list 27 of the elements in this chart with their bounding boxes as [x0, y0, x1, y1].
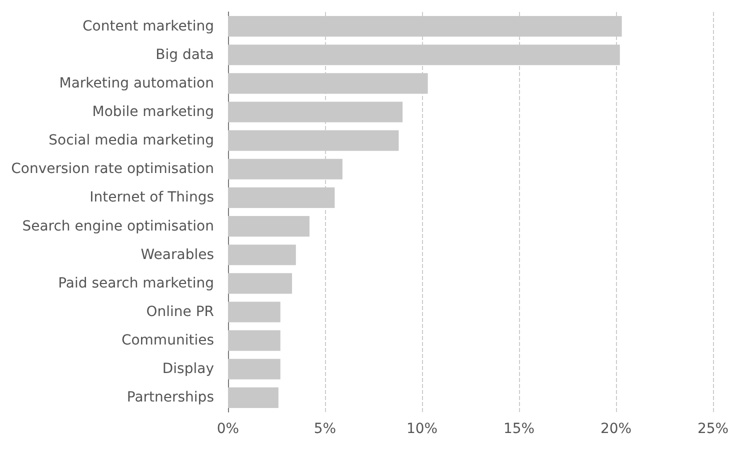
y-tick-label: Partnerships [126, 390, 214, 406]
bar [228, 358, 280, 380]
y-tick-label: Display [162, 361, 214, 378]
y-tick-label: Social media marketing [48, 132, 214, 149]
x-tick-label: 20% [600, 421, 632, 437]
y-tick-label: Wearables [140, 246, 214, 263]
y-tick-label: Search engine optimisation [22, 218, 214, 234]
y-tick-label: Mobile marketing [92, 104, 214, 120]
x-tick-label: 5% [314, 421, 336, 437]
bar [228, 216, 310, 237]
y-tick-label: Paid search marketing [58, 275, 214, 292]
y-tick-label: Online PR [146, 304, 214, 320]
x-tick-label: 0% [216, 421, 240, 437]
bar [228, 387, 278, 408]
y-tick-label: Content marketing [82, 18, 214, 34]
bar [228, 244, 296, 266]
bar [228, 302, 280, 322]
x-tick-label: 15% [503, 421, 535, 437]
y-tick-label: Internet of Things [90, 190, 214, 206]
x-tick-label: 10% [406, 421, 438, 437]
y-tick-label: Marketing automation [59, 75, 214, 92]
x-tick-label: 25% [697, 421, 729, 437]
bar [228, 273, 292, 294]
bar [228, 330, 280, 351]
y-tick-label: Communities [121, 332, 214, 349]
y-tick-label: Big data [156, 46, 214, 63]
y-tick-label: Conversion rate optimisation [11, 161, 214, 178]
